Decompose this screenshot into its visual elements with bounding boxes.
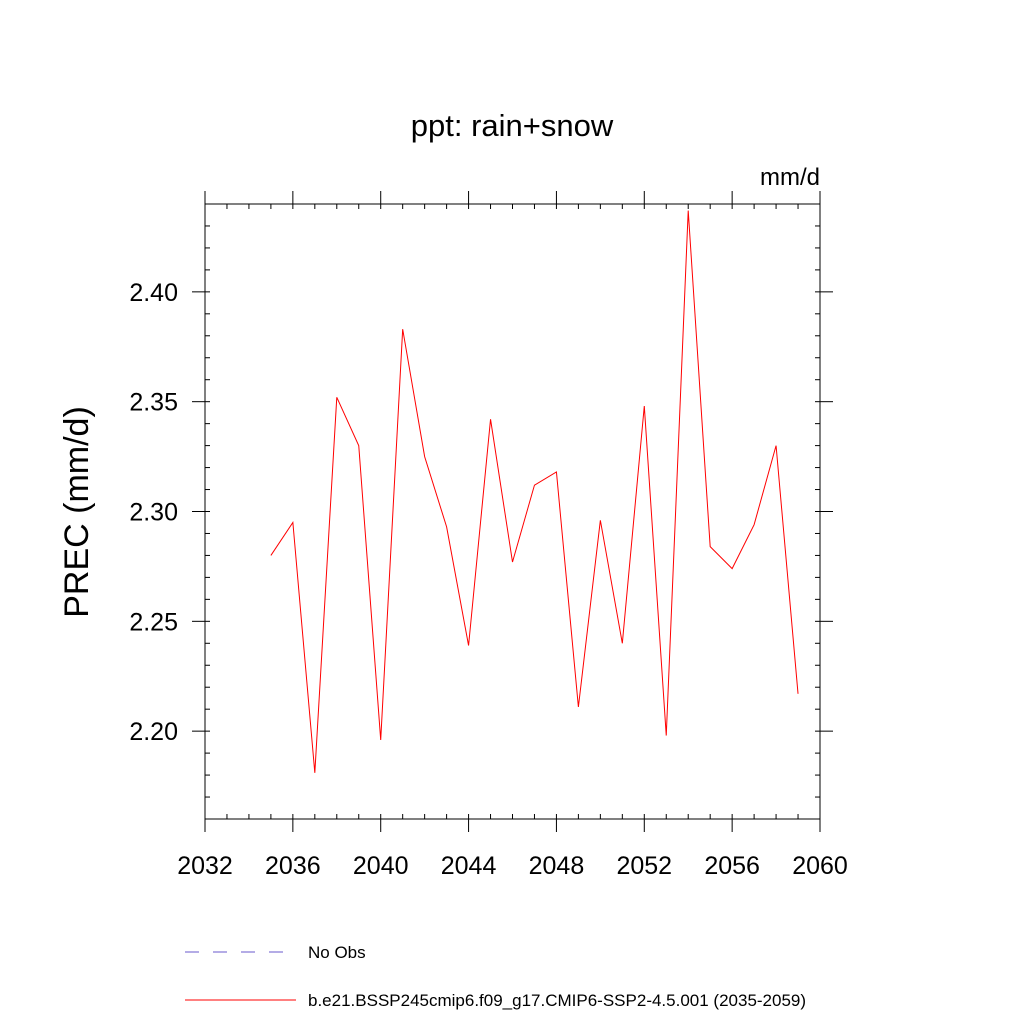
data-point <box>446 526 447 527</box>
y-tick-label: 2.40 <box>129 279 178 307</box>
chart-title: ppt: rain+snow <box>411 108 614 143</box>
units-label: mm/d <box>760 164 820 191</box>
y-axis-tick-labels: 2.20 2.25 2.30 2.35 2.40 <box>129 279 178 746</box>
data-point <box>270 555 271 556</box>
plot-frame <box>204 203 821 820</box>
data-point <box>666 735 667 736</box>
x-axis-tick-labels: 2032 2036 2040 2044 2048 2052 2056 2060 <box>177 852 848 880</box>
data-point <box>292 522 293 523</box>
data-point <box>798 693 799 694</box>
data-point <box>754 524 755 525</box>
y-tick-label: 2.35 <box>129 389 178 417</box>
x-tick-label: 2036 <box>265 852 321 880</box>
x-tick-label: 2052 <box>616 852 672 880</box>
data-point <box>402 329 403 330</box>
data-point <box>314 772 315 773</box>
data-point <box>732 568 733 569</box>
x-tick-label: 2056 <box>704 852 760 880</box>
data-point <box>512 562 513 563</box>
series-layer <box>270 210 799 773</box>
x-tick-label: 2060 <box>792 852 848 880</box>
data-point <box>710 546 711 547</box>
legend: No Obs b.e21.BSSP245cmip6.f09_g17.CMIP6-… <box>185 943 806 1010</box>
y-axis-label: PREC (mm/d) <box>58 406 96 618</box>
data-point <box>468 645 469 646</box>
data-point <box>644 406 645 407</box>
y-tick-label: 2.30 <box>129 499 178 527</box>
series-line <box>270 210 799 773</box>
legend-label-no-obs: No Obs <box>308 943 366 962</box>
data-point <box>688 210 689 211</box>
data-point <box>534 485 535 486</box>
legend-label-model: b.e21.BSSP245cmip6.f09_g17.CMIP6-SSP2-4.… <box>308 991 806 1010</box>
x-tick-label: 2032 <box>177 852 233 880</box>
data-point <box>380 739 381 740</box>
data-point <box>358 445 359 446</box>
data-point <box>424 456 425 457</box>
y-tick-label: 2.25 <box>129 608 178 636</box>
x-tick-label: 2048 <box>529 852 585 880</box>
data-point <box>556 471 557 472</box>
data-point <box>622 643 623 644</box>
x-tick-label: 2044 <box>441 852 497 880</box>
data-point <box>600 520 601 521</box>
x-axis-ticks <box>204 191 821 832</box>
x-tick-label: 2040 <box>353 852 409 880</box>
data-point <box>336 397 337 398</box>
data-point <box>776 445 777 446</box>
data-point <box>490 419 491 420</box>
y-tick-label: 2.20 <box>129 718 178 746</box>
data-point <box>578 706 579 707</box>
y-axis-ticks <box>192 203 833 820</box>
